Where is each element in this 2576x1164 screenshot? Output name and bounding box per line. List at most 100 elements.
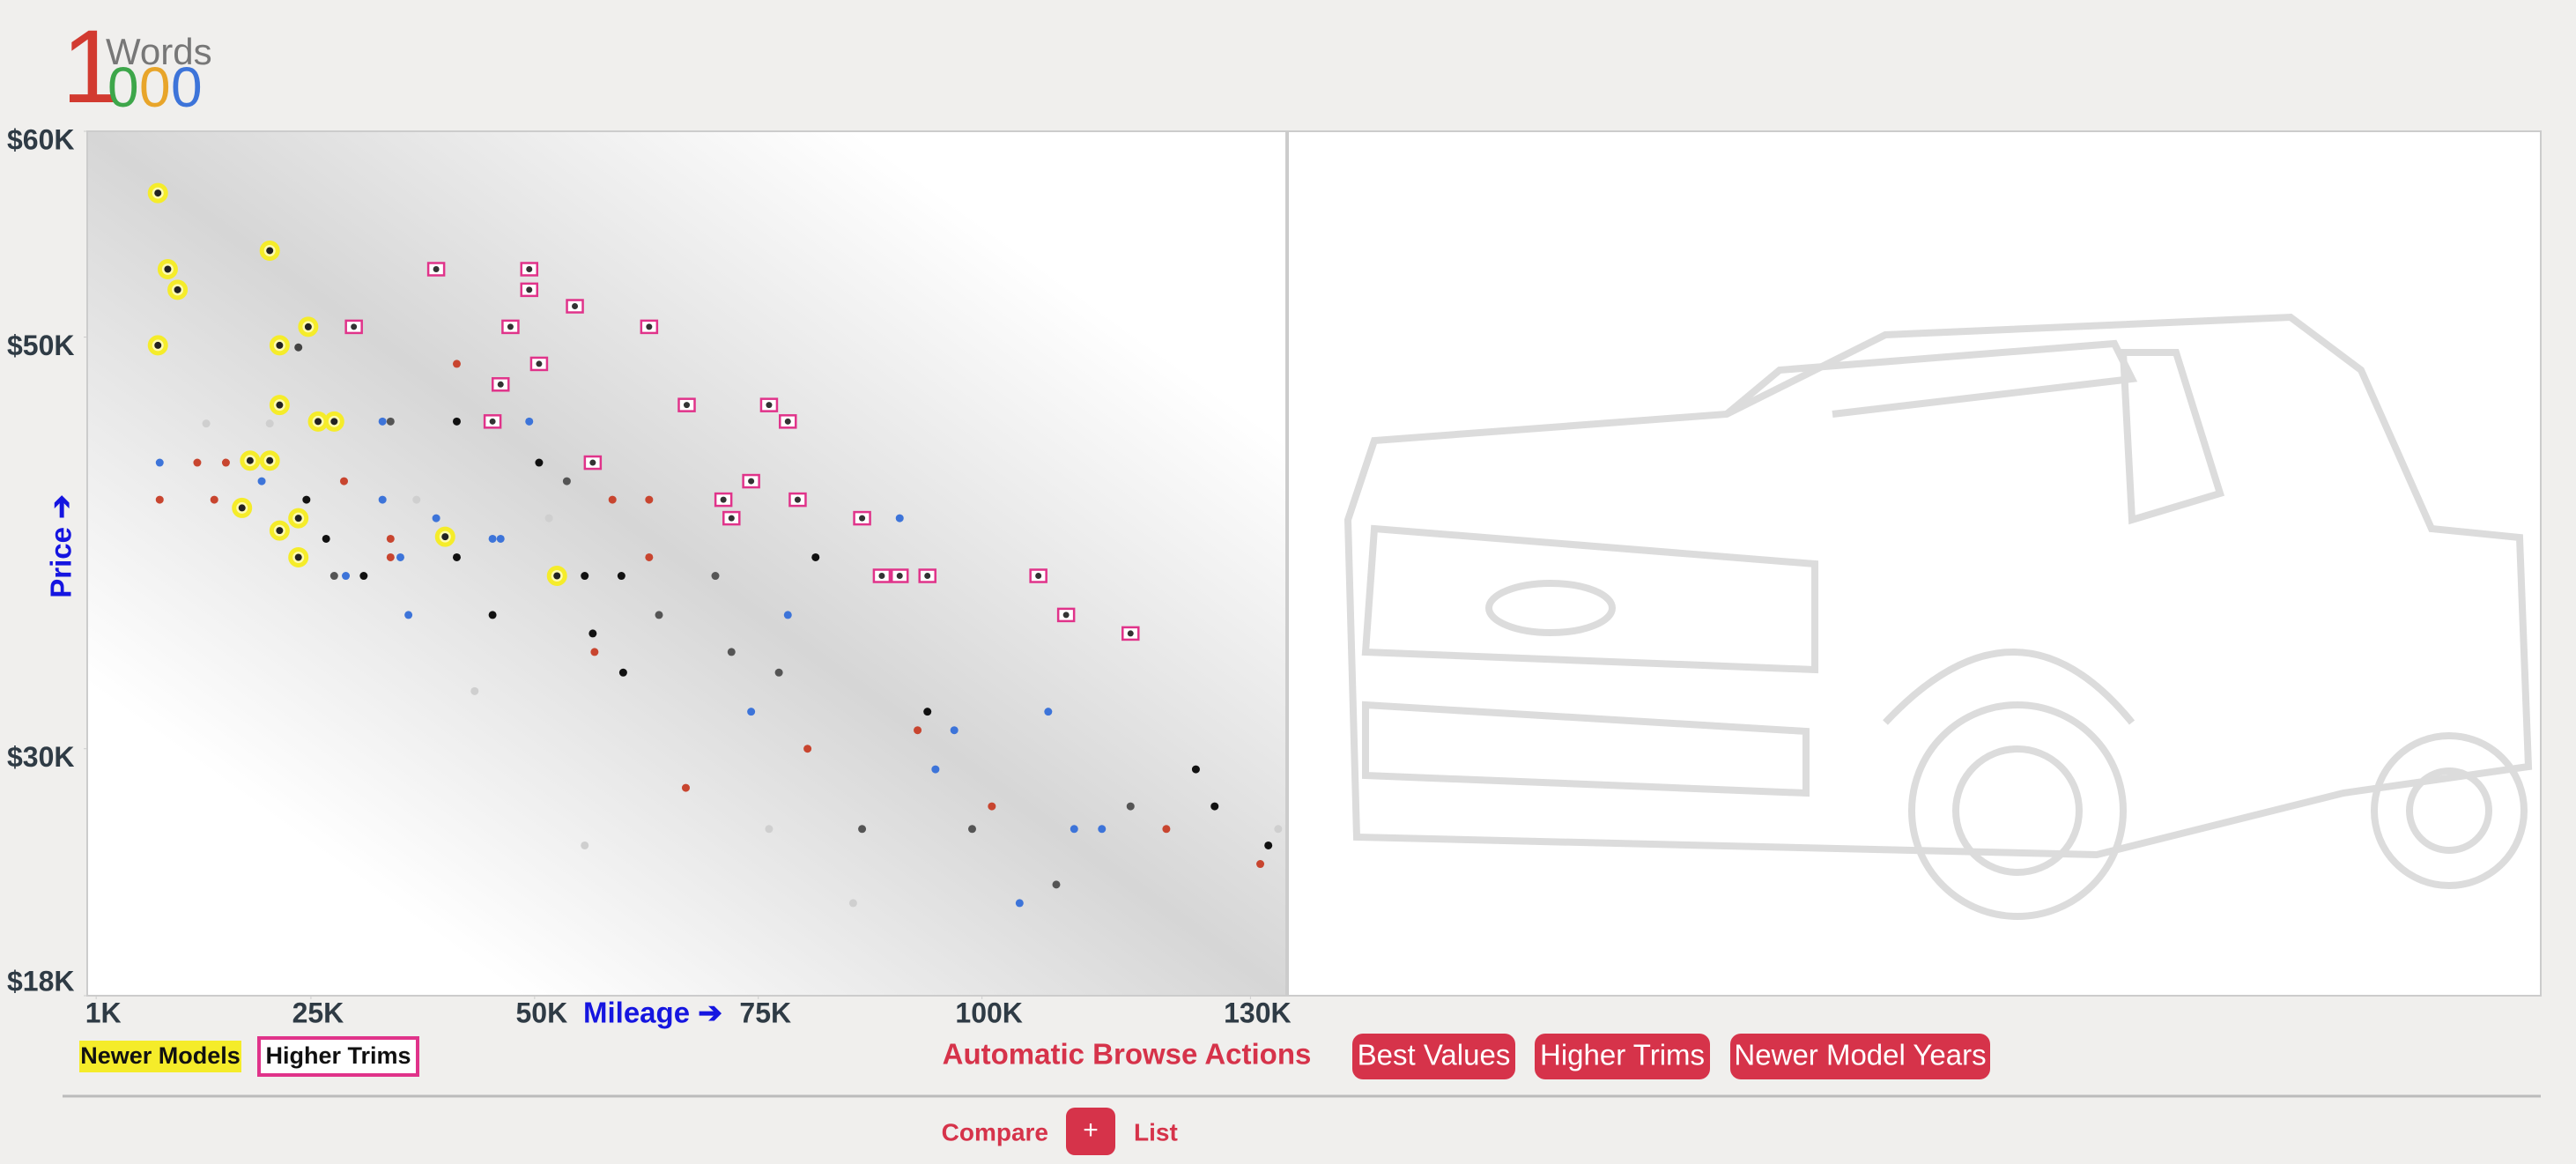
newer-model-dot [304, 323, 312, 330]
higher-trim-dot [1127, 630, 1134, 637]
data-point [1098, 825, 1107, 834]
data-point [1256, 860, 1265, 869]
data-point [155, 458, 164, 467]
data-point [811, 552, 820, 561]
data-point [342, 572, 351, 581]
data-point [378, 495, 387, 504]
newer-model-dot [315, 418, 322, 426]
logo-zero: 0 [171, 56, 203, 119]
data-point [950, 726, 959, 735]
data-point [581, 572, 589, 581]
data-point [470, 686, 479, 695]
data-point [1126, 802, 1135, 811]
data-point [858, 825, 867, 834]
data-point [914, 726, 922, 735]
higher-trim-dot [526, 265, 533, 272]
action-button-label[interactable]: Newer Model Years [1734, 1039, 1986, 1071]
data-point [386, 534, 395, 543]
data-point [221, 458, 230, 467]
data-point [496, 534, 505, 543]
data-point [432, 514, 440, 523]
data-point [1044, 708, 1053, 716]
x-tick-label: 100K [955, 997, 1023, 1028]
logo-zero: 0 [107, 56, 139, 119]
data-point [257, 477, 266, 486]
add-button[interactable] [1066, 1108, 1115, 1155]
x-axis-label: Mileage ➔ [583, 997, 722, 1029]
data-point [452, 552, 461, 561]
newer-model-dot [276, 401, 284, 409]
y-tick-label: $50K [7, 330, 75, 361]
newer-model-dot [154, 341, 162, 349]
newer-model-dot [238, 504, 246, 512]
action-button[interactable] [1352, 1034, 1515, 1079]
plot-area [86, 130, 1287, 997]
higher-trim-dot [497, 381, 504, 388]
action-button-label[interactable]: Best Values [1358, 1039, 1511, 1071]
data-point [655, 611, 663, 619]
newer-model-dot [330, 418, 338, 426]
data-point [803, 745, 812, 753]
data-point [329, 572, 338, 581]
data-point [988, 802, 996, 811]
logo-one: 1 [62, 9, 120, 125]
data-point [588, 629, 597, 638]
legend-newer: Newer Models [80, 1042, 241, 1069]
data-point [535, 458, 544, 467]
higher-trim-dot [859, 515, 866, 522]
y-tick-label: $60K [7, 123, 75, 155]
data-point [1191, 765, 1200, 774]
data-point [1210, 802, 1219, 811]
data-point [378, 417, 387, 426]
action-button[interactable] [1730, 1034, 1990, 1079]
newer-model-dot [276, 341, 284, 349]
add-button-label[interactable]: + [1083, 1116, 1099, 1145]
data-point [302, 495, 311, 504]
data-point [265, 419, 274, 428]
data-point [895, 514, 904, 523]
data-point [608, 495, 617, 504]
data-point [783, 611, 792, 619]
data-point [294, 343, 303, 352]
data-point [774, 668, 783, 677]
data-point [711, 572, 720, 581]
data-point [193, 458, 202, 467]
data-point [452, 417, 461, 426]
data-point [359, 572, 368, 581]
data-point [386, 417, 395, 426]
data-point [396, 552, 404, 561]
newer-model-dot [266, 456, 274, 464]
x-tick-label: 50K [515, 997, 567, 1028]
data-point [525, 417, 534, 426]
data-point [544, 514, 553, 523]
actions-label: Automatic Browse Actions [943, 1038, 1312, 1071]
compare-label: Compare [942, 1118, 1048, 1145]
data-point [1264, 841, 1273, 849]
data-point [1052, 880, 1061, 889]
higher-trim-dot [684, 402, 690, 409]
data-point [322, 534, 330, 543]
data-point [155, 495, 164, 504]
x-tick-label: 25K [292, 997, 344, 1028]
data-point [923, 708, 932, 716]
higher-trim-dot [589, 459, 596, 466]
newer-model-dot [154, 189, 162, 197]
data-point [581, 841, 589, 849]
data-point [1015, 899, 1024, 908]
data-point [645, 495, 654, 504]
action-button-label[interactable]: Higher Trims [1540, 1039, 1705, 1071]
x-tick-label: 130K [1224, 997, 1292, 1028]
logo-zero: 0 [139, 56, 171, 119]
higher-trim-dot [433, 265, 440, 272]
y-tick-label: $30K [7, 741, 75, 773]
newer-model-dot [294, 515, 302, 523]
higher-trim-dot [896, 573, 903, 580]
data-point [488, 534, 497, 543]
legend-newer-bg [79, 1041, 241, 1072]
data-point [202, 419, 211, 428]
action-button[interactable] [1535, 1034, 1710, 1079]
legend-trims: Higher Trims [265, 1042, 411, 1069]
higher-trim-dot [489, 418, 496, 425]
higher-trim-dot [536, 360, 543, 367]
